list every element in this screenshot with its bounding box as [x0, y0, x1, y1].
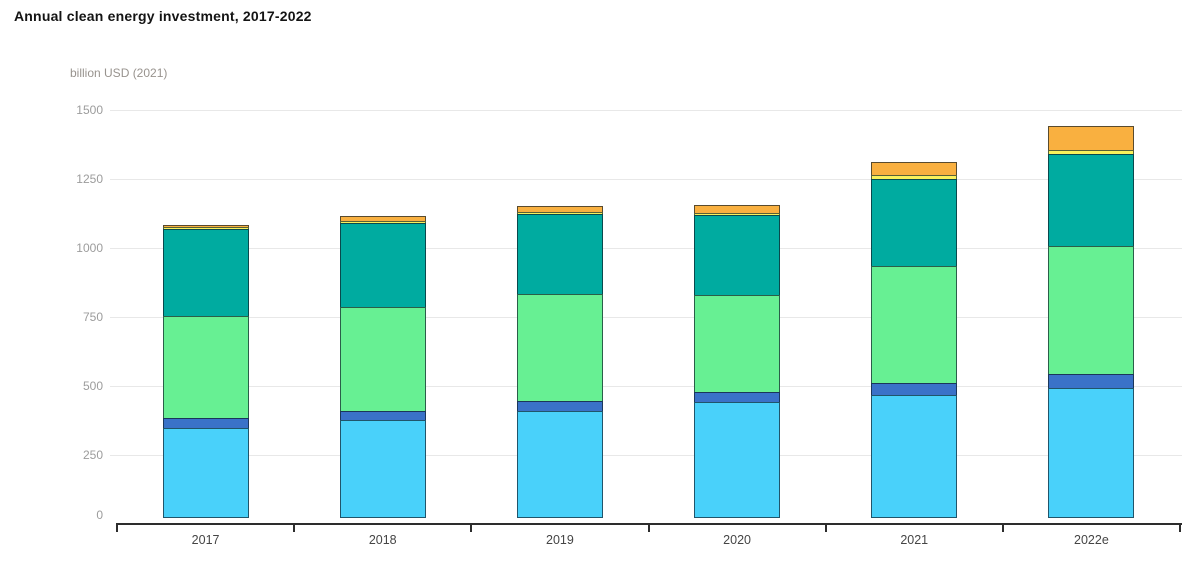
teal-segment [162, 228, 249, 318]
teal-segment [516, 214, 603, 296]
y-axis-tick-label: 750 [82, 309, 103, 324]
x-axis-tick [1001, 523, 1004, 532]
x-axis-tick [116, 523, 118, 532]
teal-segment [871, 178, 958, 268]
x-axis-label-2019: 2019 [546, 533, 574, 547]
light-green-segment [339, 307, 426, 413]
light-green-segment [871, 266, 958, 384]
light-green-segment [516, 294, 603, 402]
y-axis-unit-label: billion USD (2021) [70, 66, 168, 80]
light-green-segment [694, 295, 781, 393]
stacked-bar-2021 [871, 161, 958, 524]
x-axis-label-2018: 2018 [368, 533, 397, 547]
x-axis-tick [293, 523, 296, 532]
dark-blue-segment [1048, 374, 1135, 390]
x-axis-label-2020: 2020 [723, 533, 751, 547]
y-gridline [110, 109, 1182, 111]
y-axis-tick-label: 1000 [76, 240, 103, 255]
orange-top-segment [871, 161, 958, 177]
y-axis-tick-label: 1250 [76, 171, 103, 186]
x-axis-label-2021: 2021 [900, 533, 929, 547]
light-blue-bottom-segment [339, 419, 426, 519]
y-gridline [110, 178, 1182, 180]
y-gridline [110, 454, 1182, 456]
stacked-bar-2018 [339, 216, 426, 523]
chart-title: Annual clean energy investment, 2017-202… [14, 8, 312, 24]
light-blue-bottom-segment [694, 402, 781, 519]
y-axis-tick-label: 0 [96, 507, 103, 522]
light-blue-bottom-segment [1048, 388, 1135, 519]
y-axis-tick-label: 500 [82, 378, 103, 393]
x-axis-tick [470, 523, 473, 532]
stacked-bar-2022e [1048, 126, 1135, 523]
teal-segment [1048, 153, 1135, 248]
light-green-segment [162, 316, 249, 420]
x-axis-label-2017: 2017 [191, 533, 220, 547]
stacked-bar-2019 [516, 206, 603, 523]
y-gridline [110, 247, 1182, 249]
y-gridline [110, 385, 1182, 387]
light-blue-bottom-segment [871, 395, 958, 519]
light-green-segment [1048, 246, 1135, 375]
x-axis-tick [824, 523, 827, 532]
light-blue-bottom-segment [516, 410, 603, 519]
teal-segment [339, 222, 426, 309]
y-gridline [110, 316, 1182, 318]
light-blue-bottom-segment [162, 428, 249, 519]
y-axis-tick-label: 1500 [76, 102, 103, 117]
stacked-bar-2020 [694, 205, 781, 523]
y-axis-tick-label: 250 [82, 447, 103, 462]
teal-segment [694, 214, 781, 297]
x-axis-tick [1179, 523, 1181, 532]
orange-top-segment [1048, 126, 1135, 151]
dark-blue-segment [871, 382, 958, 397]
x-axis-label-2022e: 2022e [1074, 533, 1109, 547]
stacked-bar-2017 [162, 225, 249, 523]
x-axis-tick [647, 523, 650, 532]
